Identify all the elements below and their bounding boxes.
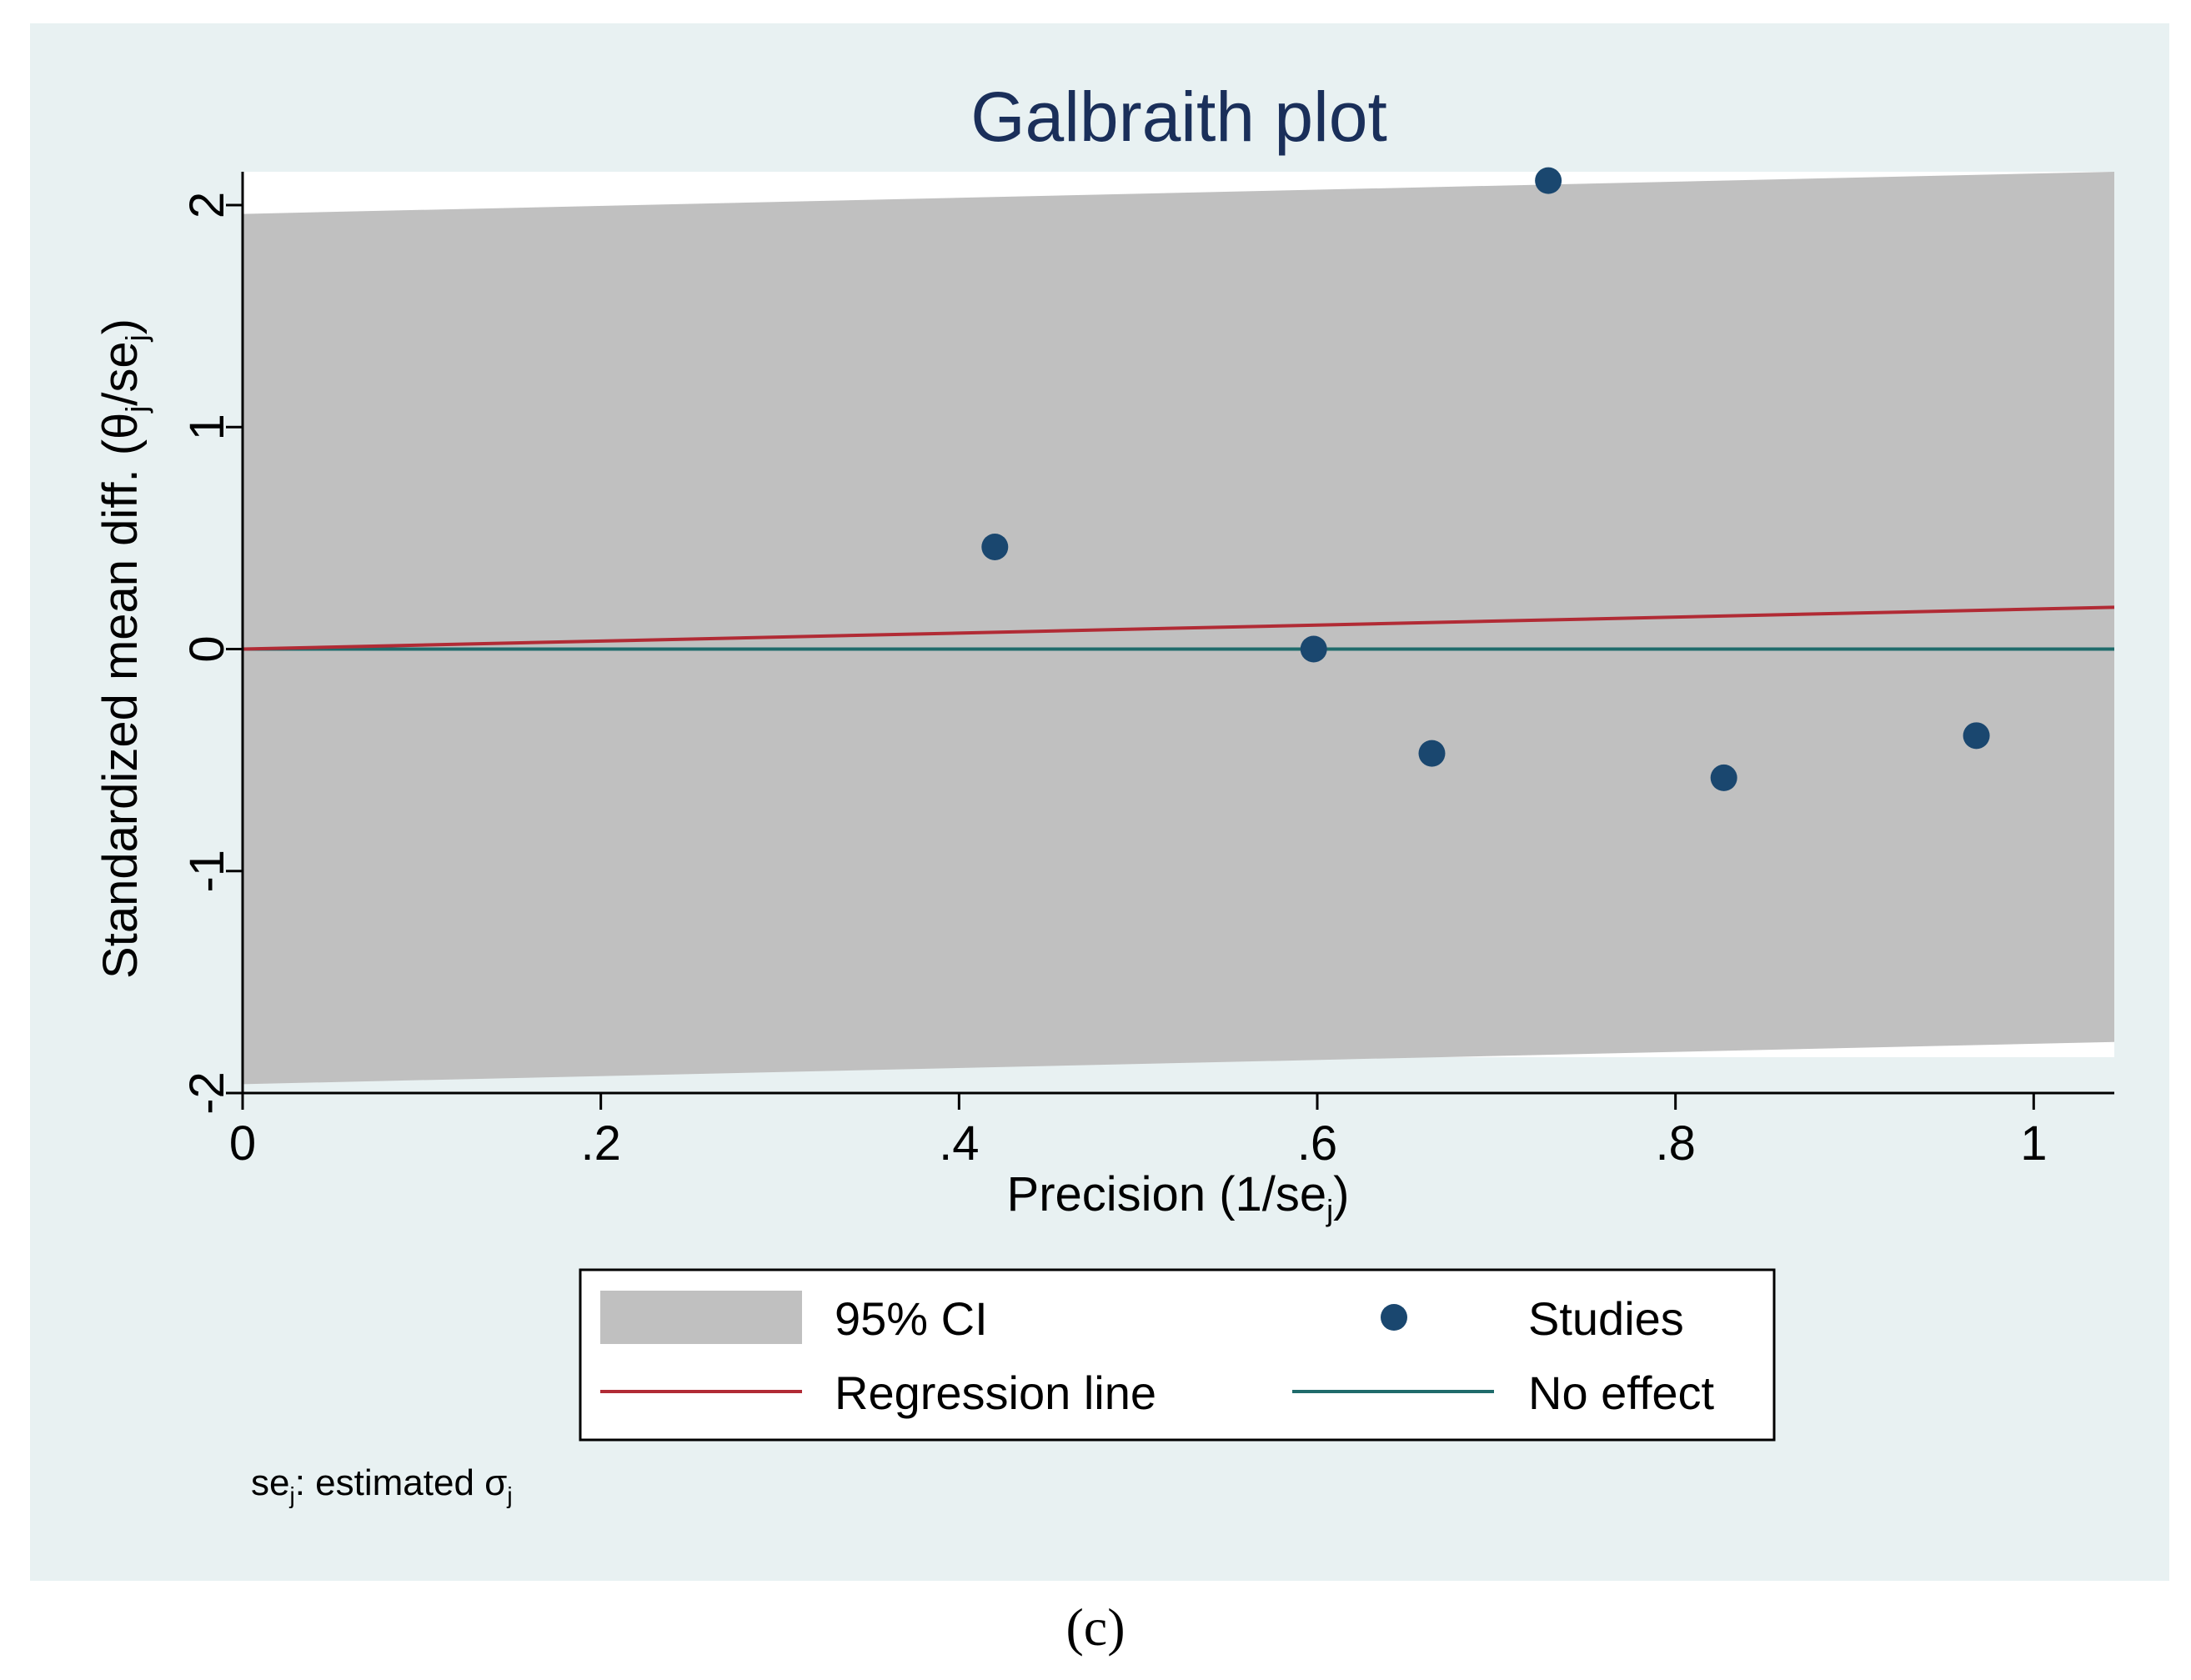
- regression-line: [242, 605, 2115, 651]
- study-point-5: [1710, 764, 1737, 791]
- legend-ci-swatch: [600, 1291, 802, 1344]
- x-tick-label: .2: [580, 1116, 620, 1171]
- y-axis-label: Standardized mean diff. (θj/sej): [93, 318, 153, 979]
- legend-ci-label: 95% CI: [835, 1292, 988, 1345]
- x-axis-label: Precision (1/sej): [1007, 1167, 1350, 1227]
- y-tick-label: 0: [180, 635, 234, 662]
- x-tick-label: .4: [939, 1116, 979, 1171]
- y-tick-label: 2: [180, 192, 234, 218]
- legend-noeffect-label: No effect: [1528, 1367, 1715, 1419]
- study-point-3: [1418, 740, 1446, 767]
- chart-title: Galbraith plot: [970, 78, 1387, 156]
- y-tick-label: -1: [180, 850, 234, 893]
- x-tick-label: .8: [1655, 1116, 1695, 1171]
- legend: 95% CI Studies Regression line No effect: [579, 1268, 1776, 1442]
- study-point-1: [981, 533, 1009, 560]
- x-tick-label: .6: [1297, 1116, 1337, 1171]
- legend-studies-label: Studies: [1528, 1292, 1684, 1345]
- legend-regression-label: Regression line: [835, 1367, 1156, 1419]
- study-point-4: [1535, 167, 1562, 194]
- y-tick-label: -2: [180, 1071, 234, 1115]
- x-tick-label: 1: [2020, 1116, 2047, 1171]
- x-ticks: 0 .2 .4 .6 .8 1: [229, 1093, 2047, 1171]
- y-ticks: -2 -1 0 1 2: [180, 192, 243, 1115]
- legend-studies-marker: [1381, 1304, 1407, 1331]
- figure-panel: 0 .2 .4 .6 .8 1 -2 -1 0 1 2 Galbraith plot Precis…: [30, 23, 2169, 1581]
- studies-series: [981, 167, 1990, 791]
- y-tick-label: 1: [180, 414, 234, 440]
- footnote: sej: estimated σj: [251, 1462, 513, 1508]
- study-point-2: [1300, 635, 1327, 663]
- galbraith-chart: 0 .2 .4 .6 .8 1 -2 -1 0 1 2 Galbraith plot Precis…: [93, 78, 2115, 1508]
- x-tick-label: 0: [229, 1116, 256, 1171]
- figure-caption: (c): [1065, 1597, 1126, 1657]
- study-point-6: [1963, 722, 1990, 750]
